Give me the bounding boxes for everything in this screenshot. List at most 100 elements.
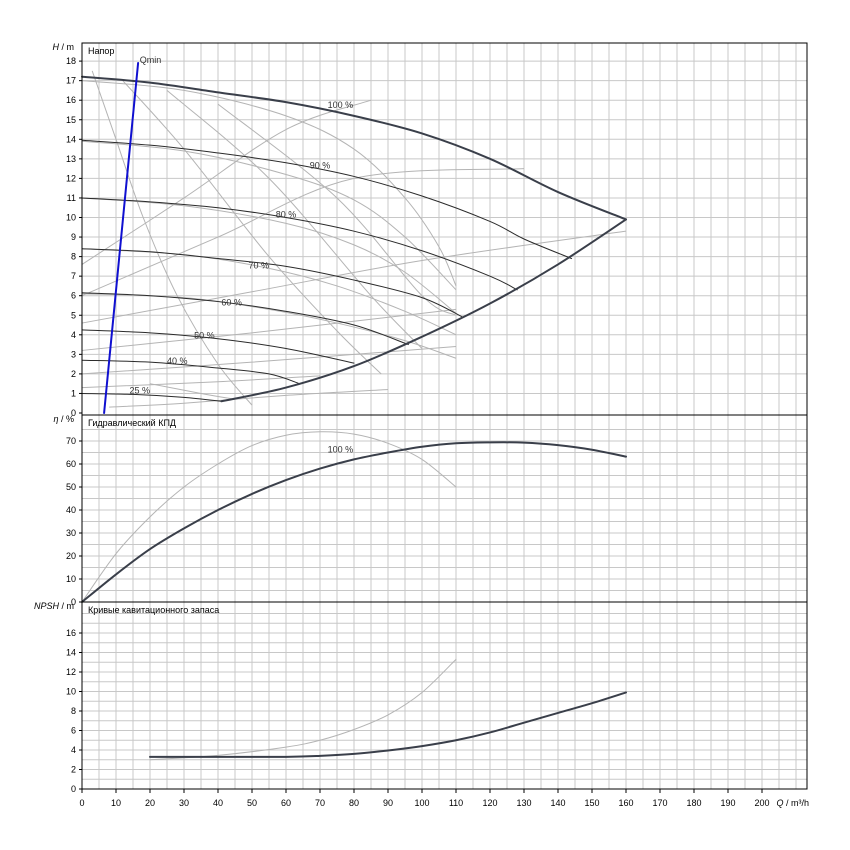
y-tick-label: 13 [66,154,76,164]
x-tick-label: 190 [720,798,735,808]
x-tick-label: 60 [281,798,291,808]
x-tick-label: 160 [618,798,633,808]
panel-frames [79,42,808,793]
panel-title: Гидравлический КПД [88,418,176,428]
y-tick-label: 60 [66,459,76,469]
panel-frame [81,601,808,790]
x-tick-label: 180 [686,798,701,808]
x-tick-label: 20 [145,798,155,808]
panel-frame [81,42,808,416]
y-axis-label: η / % [53,414,74,424]
thin-curve [217,103,457,316]
x-tick-label: 200 [754,798,769,808]
thin-curves [81,70,627,761]
y-tick-label: 0 [71,408,76,418]
y-tick-label: 14 [66,134,76,144]
thin-curve [109,389,389,408]
y-tick-label: 16 [66,95,76,105]
x-tick-label: 170 [652,798,667,808]
y-tick-label: 10 [66,687,76,697]
thin-curve [81,99,372,265]
x-tick-label: 130 [516,798,531,808]
series-head-max-envelope [220,218,627,403]
x-tick-label: 10 [111,798,121,808]
curve-label: 100 % [328,100,354,110]
y-tick-label: 15 [66,115,76,125]
y-tick-label: 17 [66,76,76,86]
x-tick-label: 70 [315,798,325,808]
series-efficiency-thin-efficiency [81,431,457,603]
curve-label: 50 % [194,331,215,341]
y-axis-label: H / m [53,42,75,52]
y-tick-label: 7 [71,271,76,281]
series-head-qmin [103,62,140,414]
series-head-25- [81,392,222,402]
thin-curve [81,80,457,287]
thin-curve [81,308,457,351]
x-tick-label: 30 [179,798,189,808]
y-tick-label: 40 [66,505,76,515]
thin-curve [166,90,423,349]
series-npsh-main-npsh [149,691,627,758]
x-tick-label: 140 [550,798,565,808]
curve-label: 40 % [167,356,188,366]
curve-label: 80 % [276,210,297,220]
series-head-50- [81,329,355,364]
x-tick-label: 150 [584,798,599,808]
panel-title: Напор [88,46,114,56]
curve-label: 70 % [249,260,270,270]
curve-label: 100 % [328,445,354,455]
thin-curve [122,80,382,375]
x-tick-label: 50 [247,798,257,808]
y-tick-label: 70 [66,436,76,446]
y-tick-label: 30 [66,528,76,538]
y-tick-label: 11 [67,193,76,203]
y-tick-label: 10 [66,213,76,223]
panel-frame [81,414,808,603]
x-axis-label: Q / m³/h [776,798,809,808]
y-tick-label: 8 [71,706,76,716]
thin-curve [81,197,457,314]
y-tick-label: 10 [66,574,76,584]
series-head-40- [81,359,301,385]
thin-curve [149,383,236,400]
x-tick-label: 40 [213,798,223,808]
y-tick-label: 20 [66,551,76,561]
y-tick-label: 5 [71,310,76,320]
y-tick-label: 1 [71,388,76,398]
y-tick-label: 12 [66,173,76,183]
y-tick-label: 6 [71,291,76,301]
y-tick-label: 2 [71,765,76,775]
y-tick-label: 4 [71,745,76,755]
grid [82,43,807,789]
curve-label: Qmin [140,55,162,65]
y-tick-label: 3 [71,349,76,359]
thin-curve [81,140,457,291]
thin-curve [81,230,627,324]
curve-label: 25 % [130,385,151,395]
y-tick-label: 4 [71,330,76,340]
y-tick-label: 0 [71,784,76,794]
series-head-70- [81,248,464,318]
x-tick-label: 100 [414,798,429,808]
series-npsh-thin-npsh [149,658,457,761]
curve-label: 90 % [310,161,331,171]
y-tick-label: 18 [66,56,76,66]
y-tick-label: 6 [71,726,76,736]
y-tick-label: 0 [71,597,76,607]
x-tick-label: 80 [349,798,359,808]
y-tick-label: 16 [66,628,76,638]
y-axis-label: NPSH / m [34,601,74,611]
y-tick-label: 12 [66,667,76,677]
x-tick-label: 110 [449,798,463,808]
y-tick-label: 8 [71,252,76,262]
series-head-90- [81,139,573,260]
x-tick-label: 120 [482,798,497,808]
y-tick-label: 14 [66,648,76,658]
y-tick-label: 50 [66,482,76,492]
thin-curve [81,168,525,297]
curve-label: 60 % [221,297,242,307]
x-tick-label: 90 [383,798,393,808]
